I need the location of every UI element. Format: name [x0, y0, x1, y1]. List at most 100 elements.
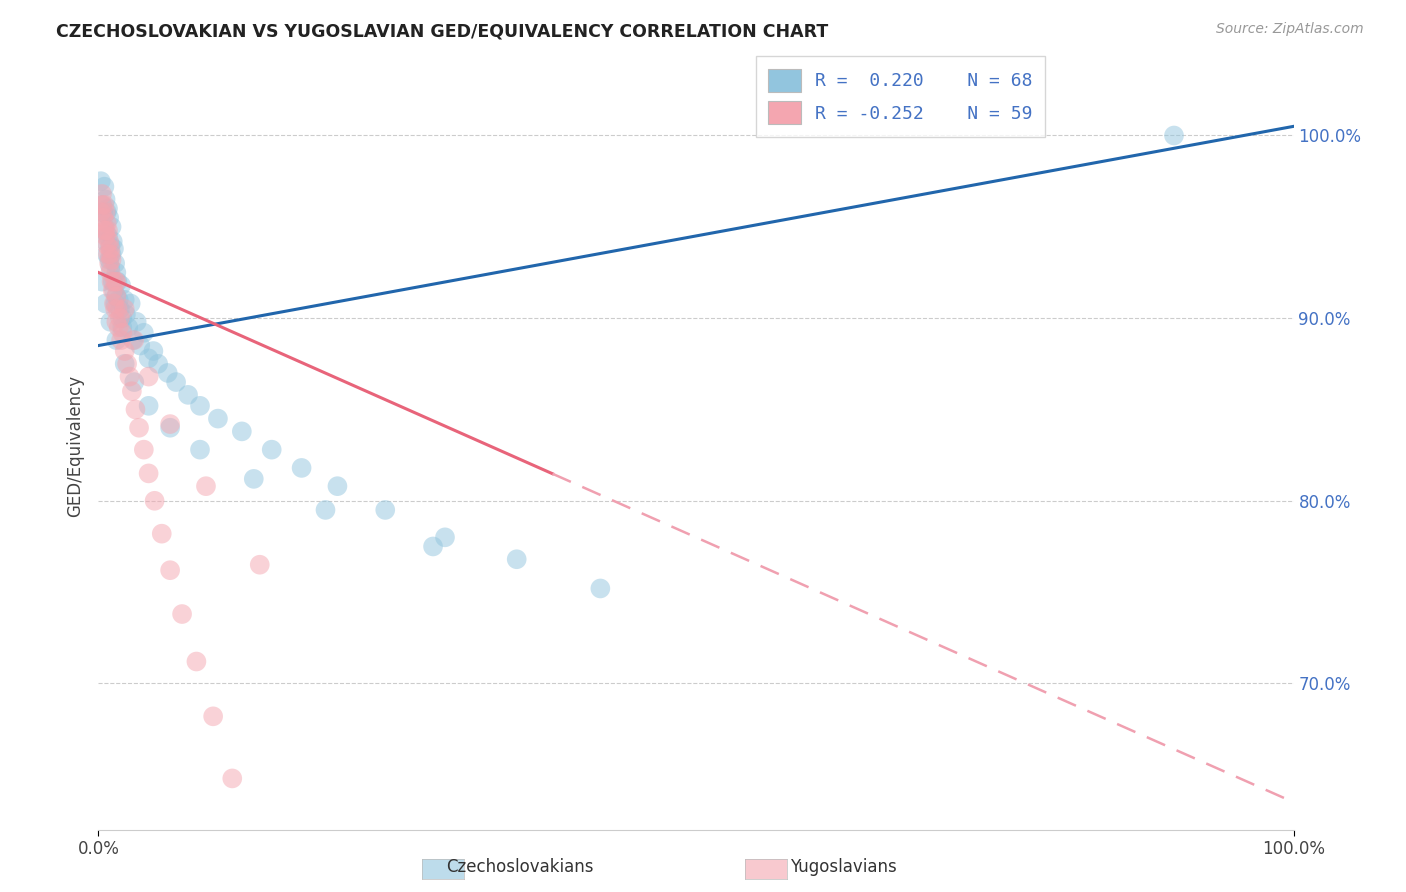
Point [93, 223, 115, 237]
Point [506, 552, 529, 566]
Point [114, 344, 136, 359]
Point [103, 296, 125, 310]
Point [97, 202, 120, 216]
Point [94, 229, 117, 244]
Text: Czechoslovakians: Czechoslovakians [447, 858, 593, 876]
Point [124, 375, 146, 389]
Point [117, 320, 139, 334]
Point [94, 193, 117, 207]
Point [422, 540, 444, 554]
Point [98, 256, 121, 270]
Point [103, 284, 125, 298]
Point [91, 205, 114, 219]
Point [105, 275, 128, 289]
Point [249, 558, 271, 572]
Point [165, 375, 187, 389]
Point [231, 425, 253, 439]
Point [107, 320, 129, 334]
Point [315, 503, 337, 517]
Point [125, 315, 148, 329]
Point [291, 461, 314, 475]
Point [124, 333, 146, 347]
Point [138, 369, 160, 384]
Point [91, 198, 114, 212]
Point [103, 242, 125, 256]
Point [129, 338, 152, 352]
Point [98, 211, 121, 225]
Point [120, 296, 142, 310]
Point [93, 179, 115, 194]
Point [159, 421, 181, 435]
Point [110, 333, 132, 347]
Point [91, 275, 114, 289]
Point [114, 293, 136, 307]
Point [243, 472, 266, 486]
Point [98, 252, 121, 267]
Point [121, 384, 143, 399]
Point [150, 526, 173, 541]
Point [91, 198, 114, 212]
Point [110, 278, 132, 293]
Point [98, 247, 122, 261]
Point [101, 284, 124, 298]
Point [105, 289, 128, 303]
Point [90, 205, 112, 219]
Point [104, 256, 127, 270]
Point [434, 530, 457, 544]
Point [104, 301, 127, 316]
Point [326, 479, 349, 493]
Point [202, 709, 225, 723]
Point [94, 296, 117, 310]
Point [96, 205, 118, 219]
Point [96, 247, 118, 261]
Point [142, 344, 165, 359]
Point [100, 275, 122, 289]
Point [221, 772, 243, 786]
Point [105, 289, 128, 303]
Point [188, 442, 211, 457]
Point [186, 655, 208, 669]
Point [96, 238, 118, 252]
Point [156, 366, 179, 380]
Point [207, 411, 229, 425]
Y-axis label: GED/Equivalency: GED/Equivalency [66, 375, 84, 517]
Point [101, 275, 124, 289]
Point [374, 503, 396, 517]
Point [138, 351, 160, 366]
Point [98, 242, 122, 256]
Text: Source: ZipAtlas.com: Source: ZipAtlas.com [1216, 22, 1364, 37]
Point [111, 311, 134, 326]
Point [114, 301, 136, 316]
Point [159, 563, 181, 577]
Point [260, 442, 283, 457]
Point [100, 247, 122, 261]
Point [177, 388, 200, 402]
Point [245, 840, 267, 855]
Point [195, 479, 218, 493]
Point [105, 315, 128, 329]
Point [124, 402, 146, 417]
Point [132, 442, 155, 457]
Point [98, 315, 122, 329]
Point [93, 219, 115, 234]
Point [104, 296, 127, 310]
Point [100, 252, 122, 267]
Text: Yugoslavians: Yugoslavians [790, 858, 897, 876]
Point [97, 247, 120, 261]
Point [91, 186, 114, 201]
Point [97, 229, 120, 244]
Point [98, 235, 121, 249]
Point [107, 293, 129, 307]
Point [105, 333, 128, 347]
Point [115, 357, 138, 371]
Point [100, 219, 122, 234]
Point [138, 399, 160, 413]
Point [101, 235, 124, 249]
Point [91, 211, 114, 225]
Point [148, 357, 170, 371]
Point [111, 326, 134, 340]
Point [115, 308, 138, 322]
Point [108, 301, 131, 316]
Point [98, 260, 122, 274]
Point [107, 301, 129, 316]
